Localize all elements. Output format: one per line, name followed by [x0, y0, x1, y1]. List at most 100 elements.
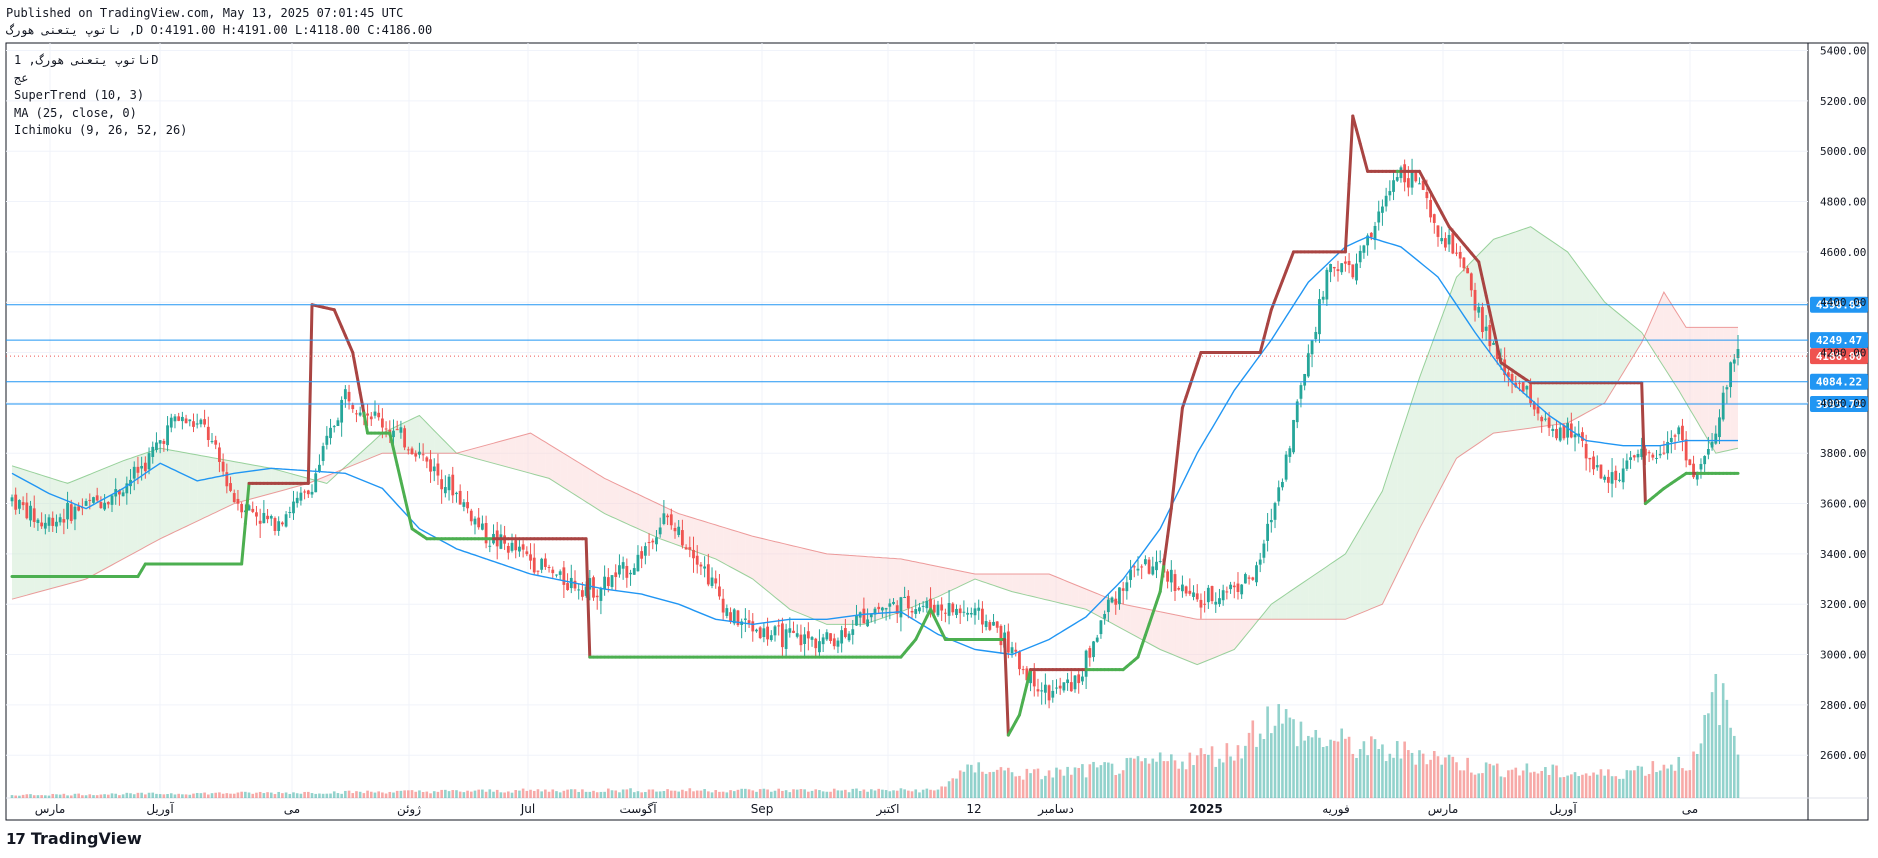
volume-bar — [44, 795, 47, 798]
legend-symbol[interactable]: ناتوپ یتعنی هورگ, 1D — [14, 53, 159, 67]
grid-lines — [6, 43, 1808, 798]
volume-bar — [121, 794, 125, 798]
price-label-tag — [1810, 348, 1868, 365]
volume-bar — [1551, 764, 1555, 798]
price-axis-label: 4000.00 — [1820, 397, 1866, 410]
volume-bar — [977, 762, 981, 798]
volume-bar — [281, 793, 284, 798]
candle-body — [536, 570, 540, 572]
candle-body — [758, 627, 762, 639]
volume-bar — [1410, 752, 1414, 798]
supertrend-segment — [1362, 156, 1370, 173]
cloud-segment — [1612, 308, 1620, 391]
volume-bar — [1214, 766, 1218, 798]
volume-bar — [118, 795, 121, 798]
candle-body — [721, 598, 725, 613]
candle-body — [240, 504, 244, 513]
cloud-segment — [530, 433, 538, 476]
candle-body — [1525, 386, 1529, 390]
volume-bar — [1399, 758, 1403, 798]
cloud-segment — [1382, 468, 1390, 605]
candle-body — [603, 576, 607, 590]
supertrend-segment — [391, 447, 399, 467]
cloud-segment — [782, 543, 790, 610]
cloud-segment — [641, 496, 650, 534]
supertrend-segment — [1162, 534, 1170, 566]
tradingview-brand[interactable]: 17 TradingView — [6, 829, 142, 848]
candle-body — [1506, 372, 1510, 378]
cloud-segment — [130, 455, 138, 555]
candle-body — [284, 514, 288, 527]
volume-bar — [284, 792, 288, 798]
candle-body — [421, 454, 425, 456]
volume-bar — [766, 789, 769, 798]
candle-body — [781, 623, 784, 648]
volume-bar — [477, 789, 480, 798]
legend-indicator-ma[interactable]: MA (25, close, 0) — [14, 105, 137, 120]
candle-body — [718, 586, 721, 597]
volume-bar — [288, 793, 292, 798]
candle-body — [1718, 417, 1721, 438]
cloud-segment — [1175, 614, 1183, 659]
candle-body — [1192, 592, 1195, 597]
candle-body — [1406, 178, 1410, 188]
volume-bar — [299, 793, 303, 798]
candle-body — [1632, 455, 1636, 458]
legend-indicator-supertrend[interactable]: SuperTrend (10, 3) — [14, 88, 145, 102]
volume-bar — [351, 793, 355, 798]
volume-bar — [866, 791, 869, 798]
candle-body — [1610, 472, 1614, 484]
volume-bar — [166, 794, 169, 798]
cloud-segment — [1693, 327, 1701, 429]
volume-bar — [273, 794, 277, 798]
volume-bar — [1125, 758, 1129, 798]
cloud-segment — [1293, 584, 1301, 620]
candle-body — [1329, 264, 1332, 273]
volume-bar — [562, 790, 566, 798]
volume-bar — [1636, 765, 1640, 798]
candle-body — [766, 626, 769, 640]
candle-body — [673, 527, 677, 532]
volume-bar — [858, 790, 862, 798]
legend-indicator-ichimoku[interactable]: Ichimoku (9, 26, 52, 26) — [14, 123, 188, 137]
candle-body — [166, 425, 169, 446]
volume-bars — [10, 673, 1740, 798]
candle-body — [910, 611, 914, 613]
candle-body — [336, 420, 340, 426]
candle-body — [295, 497, 299, 504]
candle-body — [1432, 214, 1436, 223]
cloud-segment — [26, 470, 35, 596]
volume-bar — [1340, 728, 1343, 798]
volume-bar — [1018, 775, 1021, 798]
supertrend-segment — [395, 463, 403, 483]
cloud-segment — [871, 556, 879, 622]
volume-bar — [73, 793, 77, 798]
volume-bar — [247, 792, 251, 798]
candle-body — [1466, 268, 1470, 274]
volume-bar — [1236, 745, 1240, 798]
volume-bar — [1595, 774, 1599, 798]
cloud-segment — [1434, 317, 1442, 501]
candle-body — [355, 413, 358, 415]
volume-bar — [481, 789, 484, 798]
volume-bar — [973, 772, 977, 798]
volume-bar — [1014, 776, 1018, 798]
supertrend-segment — [1477, 260, 1484, 281]
candle-body — [214, 440, 218, 445]
candle-body — [1121, 588, 1125, 591]
cloud-segment — [1463, 261, 1472, 454]
volume-bar — [1007, 767, 1010, 798]
candle-body — [1055, 687, 1058, 689]
cloud-segment — [1271, 599, 1279, 620]
volume-bar — [577, 791, 580, 798]
supertrend-segment — [1177, 406, 1184, 443]
candle-body — [258, 520, 262, 524]
supertrend-segment — [1288, 250, 1296, 264]
candle-body — [1621, 468, 1625, 483]
volume-bar — [1718, 725, 1721, 798]
candle-body — [1510, 374, 1514, 382]
price-axis-label: 3800.00 — [1820, 447, 1866, 460]
candle-body — [1273, 503, 1277, 520]
volume-bar — [777, 788, 780, 798]
